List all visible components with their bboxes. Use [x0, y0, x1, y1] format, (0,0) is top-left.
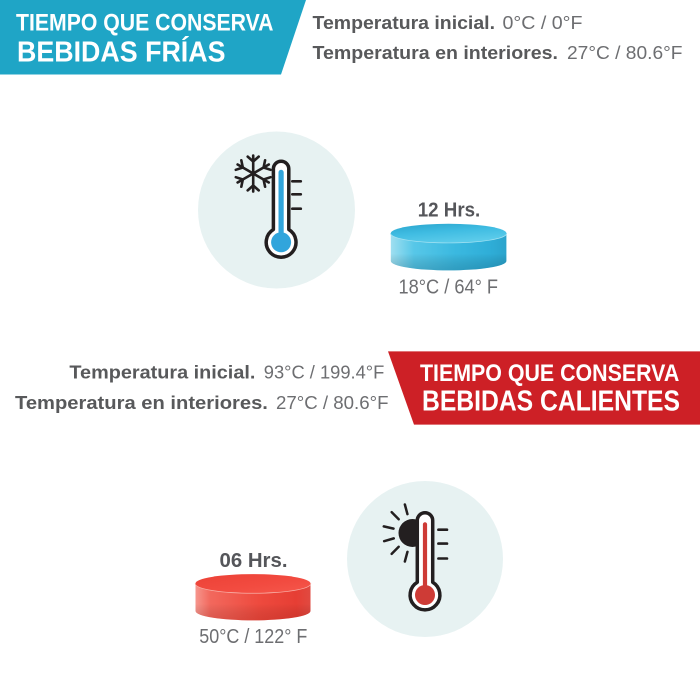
- svg-text:18°C / 64° F: 18°C / 64° F: [399, 276, 499, 298]
- svg-text:27°C / 80.6°F: 27°C / 80.6°F: [567, 42, 683, 63]
- svg-text:Temperatura en interiores.: Temperatura en interiores.: [313, 42, 559, 63]
- svg-text:27°C / 80.6°F: 27°C / 80.6°F: [276, 392, 389, 413]
- svg-text:Temperatura inicial.: Temperatura inicial.: [313, 12, 496, 33]
- svg-text:12 Hrs.: 12 Hrs.: [418, 200, 481, 222]
- svg-text:0°C / 0°F: 0°C / 0°F: [503, 12, 583, 33]
- svg-text:06 Hrs.: 06 Hrs.: [220, 550, 288, 572]
- svg-text:50°C / 122° F: 50°C / 122° F: [199, 626, 307, 648]
- svg-text:Temperatura en interiores.: Temperatura en interiores.: [15, 392, 268, 413]
- svg-text:BEBIDAS CALIENTES: BEBIDAS CALIENTES: [422, 386, 680, 418]
- svg-text:TIEMPO QUE CONSERVA: TIEMPO QUE CONSERVA: [16, 11, 274, 37]
- svg-text:BEBIDAS FRÍAS: BEBIDAS FRÍAS: [17, 34, 226, 68]
- svg-text:Temperatura inicial.: Temperatura inicial.: [69, 361, 255, 382]
- svg-text:TIEMPO QUE CONSERVA: TIEMPO QUE CONSERVA: [420, 361, 679, 387]
- svg-text:93°C / 199.4°F: 93°C / 199.4°F: [264, 361, 385, 382]
